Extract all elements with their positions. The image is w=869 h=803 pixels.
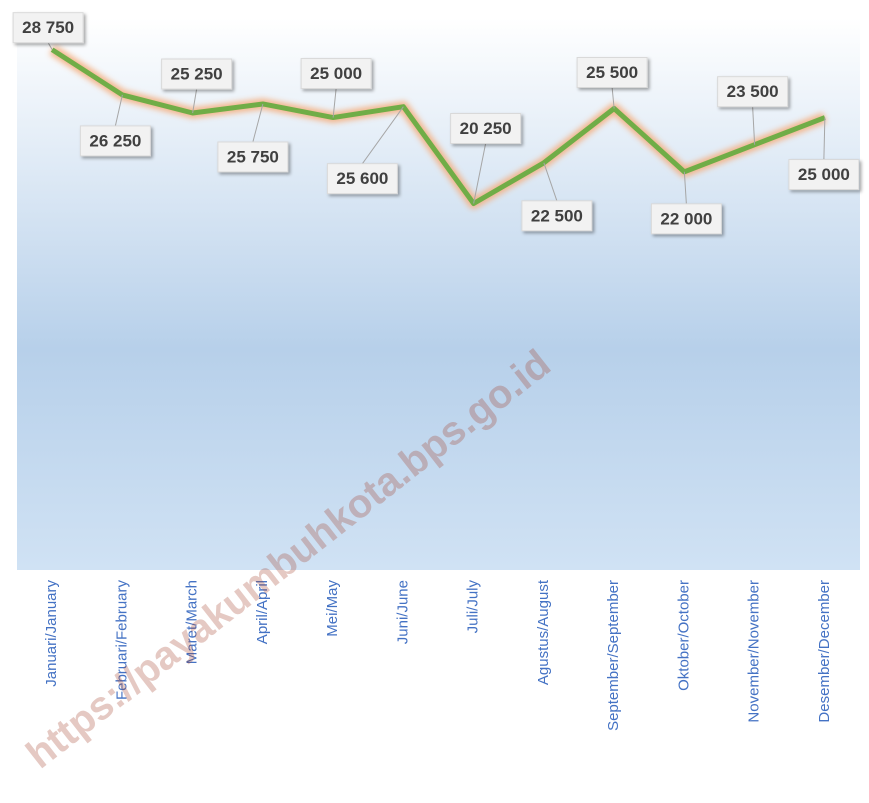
data-label: 26 250 [89, 131, 141, 150]
data-label: 25 750 [227, 147, 279, 166]
data-label: 25 500 [586, 63, 638, 82]
data-label-box [300, 58, 372, 90]
x-tick-label: Juni/June [394, 580, 411, 644]
line [50, 47, 826, 207]
x-tick-label: Januari/January [43, 580, 60, 687]
leader-line [611, 87, 615, 109]
data-label-box [217, 141, 289, 173]
data-label-box [326, 163, 398, 195]
leader-line [361, 106, 404, 164]
x-tick-label: April/April [254, 580, 271, 644]
leader-line [332, 88, 337, 118]
plot-area [17, 18, 860, 570]
data-label-box [521, 200, 593, 232]
leader-line [683, 171, 687, 204]
x-tick-label: Februari/February [113, 580, 130, 701]
data-label-box [12, 12, 84, 44]
data-label: 25 000 [310, 64, 362, 83]
data-label-box [450, 113, 522, 145]
data-label: 22 000 [660, 209, 712, 228]
data-label-box [717, 76, 789, 108]
data-label: 25 250 [171, 65, 223, 84]
data-label-box [788, 159, 860, 191]
data-label-box [576, 56, 648, 88]
plot: Januari/January Februari/February Maret/Ma… [12, 12, 860, 731]
data-label-box [79, 125, 151, 157]
x-tick-label: Maret/March [184, 580, 201, 664]
leader-line [252, 103, 264, 143]
x-tick-label: Agustus/August [535, 579, 552, 685]
leader-line [543, 162, 558, 201]
x-tick-label: November/November [746, 580, 763, 723]
leader-line [473, 143, 487, 204]
leader-line [823, 117, 826, 160]
data-label: 22 500 [531, 206, 583, 225]
x-tick-label: Mei/May [324, 580, 341, 637]
x-tick-label: September/September [605, 580, 622, 731]
x-tick-label: Desember/December [816, 580, 833, 723]
data-label: 28 750 [22, 18, 74, 37]
data-label-box [161, 58, 233, 90]
data-label: 20 250 [460, 119, 512, 138]
data-label: 25 600 [336, 169, 388, 188]
x-tick-label: Oktober/October [675, 580, 692, 691]
data-label: 23 500 [727, 82, 779, 101]
data-label: 25 000 [798, 165, 850, 184]
leader-line [47, 42, 53, 50]
leader-line [192, 88, 198, 114]
x-tick-label: Juli/July [465, 580, 482, 634]
data-label-box [650, 203, 722, 235]
leader-line [752, 106, 756, 145]
leader-line [114, 94, 123, 127]
